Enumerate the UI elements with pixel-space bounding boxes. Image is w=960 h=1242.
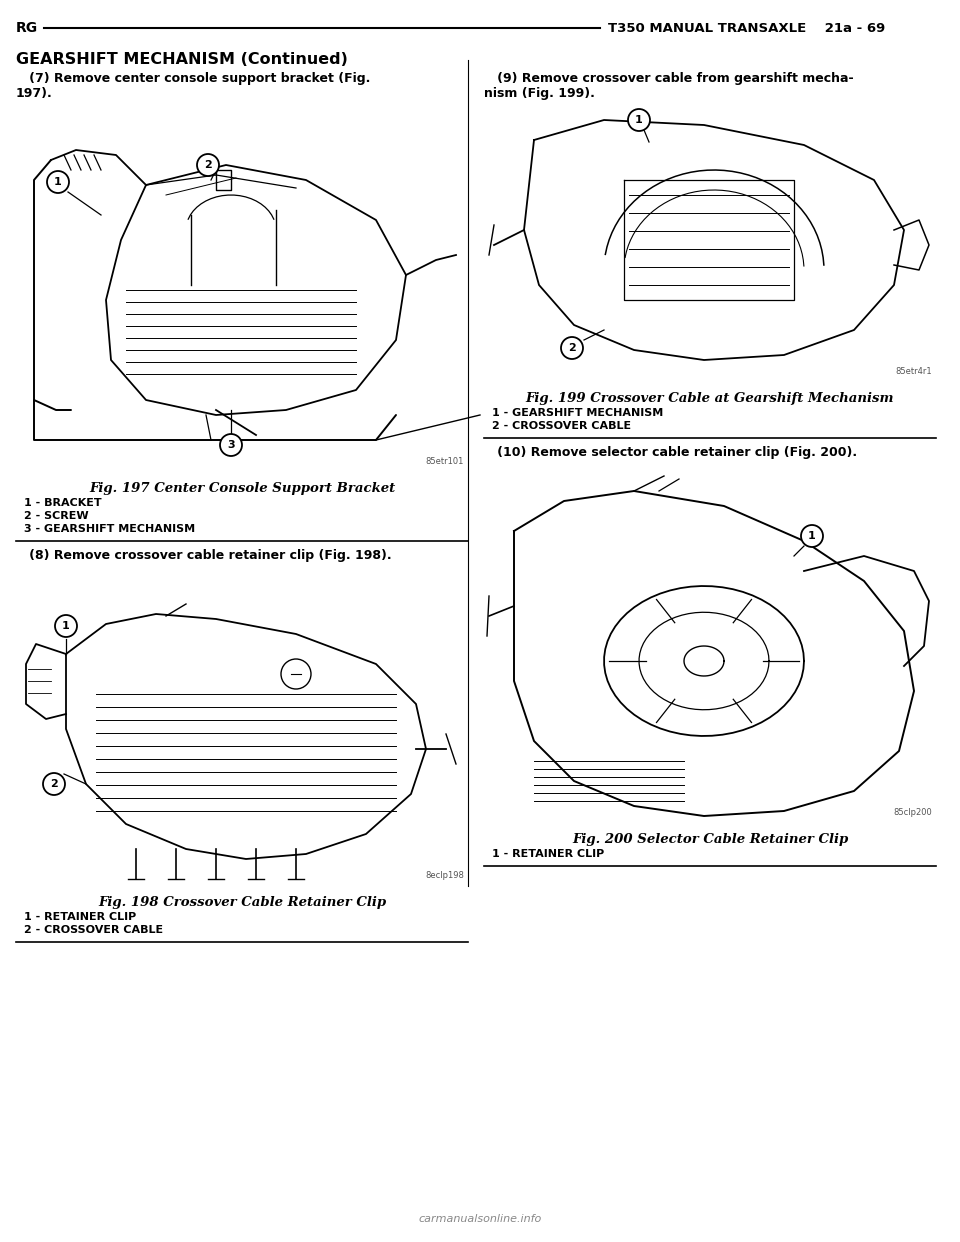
Text: Fig. 198 Crossover Cable Retainer Clip: Fig. 198 Crossover Cable Retainer Clip [98, 895, 386, 909]
Circle shape [43, 773, 65, 795]
Text: 1 - RETAINER CLIP: 1 - RETAINER CLIP [492, 850, 604, 859]
Text: (10) Remove selector cable retainer clip (Fig. 200).: (10) Remove selector cable retainer clip… [484, 446, 857, 460]
Text: 1 - RETAINER CLIP: 1 - RETAINER CLIP [24, 912, 136, 922]
Text: 2 - CROSSOVER CABLE: 2 - CROSSOVER CABLE [24, 925, 163, 935]
Text: 1 - BRACKET: 1 - BRACKET [24, 498, 102, 508]
Circle shape [628, 109, 650, 130]
Text: Fig. 200 Selector Cable Retainer Clip: Fig. 200 Selector Cable Retainer Clip [572, 833, 848, 846]
Text: 1: 1 [808, 532, 816, 542]
Text: 2: 2 [50, 779, 58, 789]
Text: Fig. 199 Crossover Cable at Gearshift Mechanism: Fig. 199 Crossover Cable at Gearshift Me… [526, 392, 895, 405]
Circle shape [47, 171, 69, 193]
Text: GEARSHIFT MECHANISM (Continued): GEARSHIFT MECHANISM (Continued) [16, 52, 348, 67]
Text: 85etr4r1: 85etr4r1 [896, 366, 932, 376]
Text: 8eclp198: 8eclp198 [425, 871, 464, 881]
Circle shape [561, 337, 583, 359]
Text: carmanualsonline.info: carmanualsonline.info [419, 1213, 541, 1225]
Text: (9) Remove crossover cable from gearshift mecha-
nism (Fig. 199).: (9) Remove crossover cable from gearshif… [484, 72, 853, 101]
Text: (7) Remove center console support bracket (Fig.
197).: (7) Remove center console support bracke… [16, 72, 371, 101]
Circle shape [197, 154, 219, 176]
Text: 1: 1 [62, 621, 70, 631]
Text: 1 - GEARSHIFT MECHANISM: 1 - GEARSHIFT MECHANISM [492, 409, 663, 419]
Text: (8) Remove crossover cable retainer clip (Fig. 198).: (8) Remove crossover cable retainer clip… [16, 549, 392, 561]
Text: RG: RG [16, 21, 38, 35]
Circle shape [220, 433, 242, 456]
Text: T350 MANUAL TRANSAXLE    21a - 69: T350 MANUAL TRANSAXLE 21a - 69 [608, 21, 885, 35]
Text: 3: 3 [228, 440, 235, 450]
Text: 2: 2 [204, 160, 212, 170]
Text: Fig. 197 Center Console Support Bracket: Fig. 197 Center Console Support Bracket [89, 482, 396, 496]
Text: 2 - CROSSOVER CABLE: 2 - CROSSOVER CABLE [492, 421, 631, 431]
Circle shape [801, 525, 823, 546]
Text: 1: 1 [54, 178, 61, 188]
Text: 2: 2 [568, 343, 576, 353]
Text: 3 - GEARSHIFT MECHANISM: 3 - GEARSHIFT MECHANISM [24, 524, 195, 534]
Text: 85etr101: 85etr101 [425, 457, 464, 466]
Circle shape [55, 615, 77, 637]
Text: 2 - SCREW: 2 - SCREW [24, 510, 88, 520]
Text: 1: 1 [636, 116, 643, 125]
Text: 85clp200: 85clp200 [893, 809, 932, 817]
